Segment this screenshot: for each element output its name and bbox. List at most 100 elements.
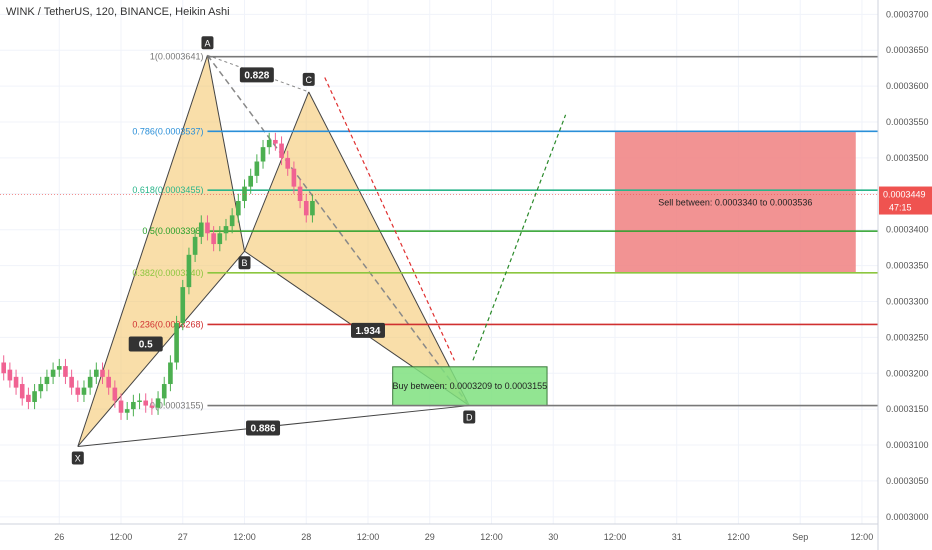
leg-cd xyxy=(308,91,470,406)
fib-label: 0.382(0.0003340) xyxy=(132,268,203,278)
sell-zone-label: Sell between: 0.0003340 to 0.0003536 xyxy=(658,197,812,207)
fib-label: 0.236(0.0003268) xyxy=(132,319,203,329)
y-tick-label: 0.0003200 xyxy=(886,368,929,378)
current-price-countdown: 47:15 xyxy=(889,203,912,213)
point-box-B xyxy=(238,256,251,270)
y-tick-label: 0.0003600 xyxy=(886,81,929,91)
fib-levels: 1(0.0003641) 0.786(0.0003537) 0.618(0.0003… xyxy=(132,52,878,411)
y-tick-label: 0.0003100 xyxy=(886,440,929,450)
x-tick-label: Sep xyxy=(792,532,808,542)
candle-body xyxy=(81,387,87,395)
point-label-D: D xyxy=(466,413,473,423)
ratio-box xyxy=(246,420,281,436)
candle-body xyxy=(149,405,155,408)
fib-label: 0(0.0003155) xyxy=(150,401,204,411)
candle-body xyxy=(155,398,161,408)
pattern-triangle-xab xyxy=(77,55,245,447)
candle-body xyxy=(112,387,118,401)
candle-body xyxy=(211,233,216,245)
candle-body xyxy=(32,391,37,402)
x-tick-label: 12:00 xyxy=(851,532,874,542)
ratio-box xyxy=(239,67,274,83)
y-tick-label: 0.0003500 xyxy=(886,153,929,163)
ratio-label: 1.934 xyxy=(355,326,380,337)
candle-body xyxy=(106,376,111,388)
candle-body xyxy=(168,362,173,385)
fib-label: 0.786(0.0003537) xyxy=(132,126,203,136)
harmonic-pattern xyxy=(77,54,470,447)
candle-body xyxy=(100,369,105,377)
candles xyxy=(1,132,315,420)
ratio-label: 0.5 xyxy=(139,340,153,351)
candle-body xyxy=(236,200,241,216)
sell-zone xyxy=(614,132,856,273)
point-box-D xyxy=(463,410,476,424)
current-price-value: 0.0003449 xyxy=(883,190,926,200)
x-tick-label: 30 xyxy=(548,532,558,542)
candle-body xyxy=(254,161,260,176)
candle-body xyxy=(63,366,68,377)
point-box-A xyxy=(201,36,214,50)
candle-body xyxy=(56,366,62,370)
ratio-box xyxy=(128,336,163,352)
y-tick-label: 0.0003700 xyxy=(886,9,929,19)
candle-body xyxy=(297,186,303,201)
x-tick-label: 27 xyxy=(178,532,188,542)
point-label-C: C xyxy=(305,75,312,85)
buy-zone-label: Buy between: 0.0003209 to 0.0003155 xyxy=(393,381,548,391)
x-tick-label: 12:00 xyxy=(233,532,256,542)
point-label-B: B xyxy=(241,258,247,268)
y-tick-label: 0.0003300 xyxy=(886,296,929,306)
ratio-label: 0.886 xyxy=(251,424,276,435)
trade-zones: Buy between: 0.0003209 to 0.0003155 Sell … xyxy=(392,132,856,407)
candle-body xyxy=(248,175,253,187)
y-tick-label: 0.0003150 xyxy=(886,404,929,414)
y-tick-label: 0.0003000 xyxy=(886,512,929,522)
candle-body xyxy=(19,384,25,399)
fib-label: 1(0.0003641) xyxy=(150,52,204,62)
y-tick-label: 0.0003250 xyxy=(886,332,929,342)
candle-body xyxy=(186,254,192,288)
current-price-tag xyxy=(879,186,932,215)
point-label-A: A xyxy=(204,38,210,48)
pattern-labels: X A B C D 0.828 0.5 1.934 0.886 xyxy=(71,36,476,465)
candle-body xyxy=(94,369,99,377)
candle-body xyxy=(131,401,136,410)
pattern-triangle-bcd xyxy=(244,91,470,406)
candle-body xyxy=(44,376,50,385)
x-tick-label: 28 xyxy=(301,532,311,542)
x-tick-label: 31 xyxy=(672,532,682,542)
y-tick-label: 0.0003650 xyxy=(886,45,929,55)
x-tick-label: 29 xyxy=(425,532,435,542)
leg-bc xyxy=(244,91,310,252)
y-tick-label: 0.0003550 xyxy=(886,117,929,127)
ratio-label: 0.828 xyxy=(244,70,269,81)
candle-body xyxy=(124,409,130,413)
projection-arrows xyxy=(324,77,567,361)
candle-body xyxy=(291,168,297,187)
candle-body xyxy=(118,400,124,413)
fib-label: 0.5(0.0003398) xyxy=(142,226,203,236)
candle-body xyxy=(273,139,278,144)
candle-body xyxy=(7,369,13,381)
candle-body xyxy=(13,376,19,388)
candle-body xyxy=(161,384,167,399)
leg-xa xyxy=(77,55,208,447)
x-tick-label: 12:00 xyxy=(727,532,750,542)
candle-body xyxy=(198,222,204,237)
candle-body xyxy=(174,323,179,363)
candle-body xyxy=(223,226,229,234)
point-box-C xyxy=(302,72,315,86)
x-tick-label: 12:00 xyxy=(110,532,133,542)
leg-ad-dashed xyxy=(206,54,470,407)
candle-body xyxy=(87,376,93,388)
arrow-down xyxy=(324,77,455,361)
candle-body xyxy=(180,287,186,324)
candle-body xyxy=(285,157,291,169)
candle-body xyxy=(266,139,272,148)
candle-body xyxy=(1,362,7,374)
candle-body xyxy=(310,200,315,216)
candle-body xyxy=(69,376,74,388)
